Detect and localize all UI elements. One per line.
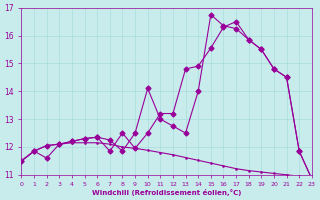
X-axis label: Windchill (Refroidissement éolien,°C): Windchill (Refroidissement éolien,°C) (92, 189, 241, 196)
